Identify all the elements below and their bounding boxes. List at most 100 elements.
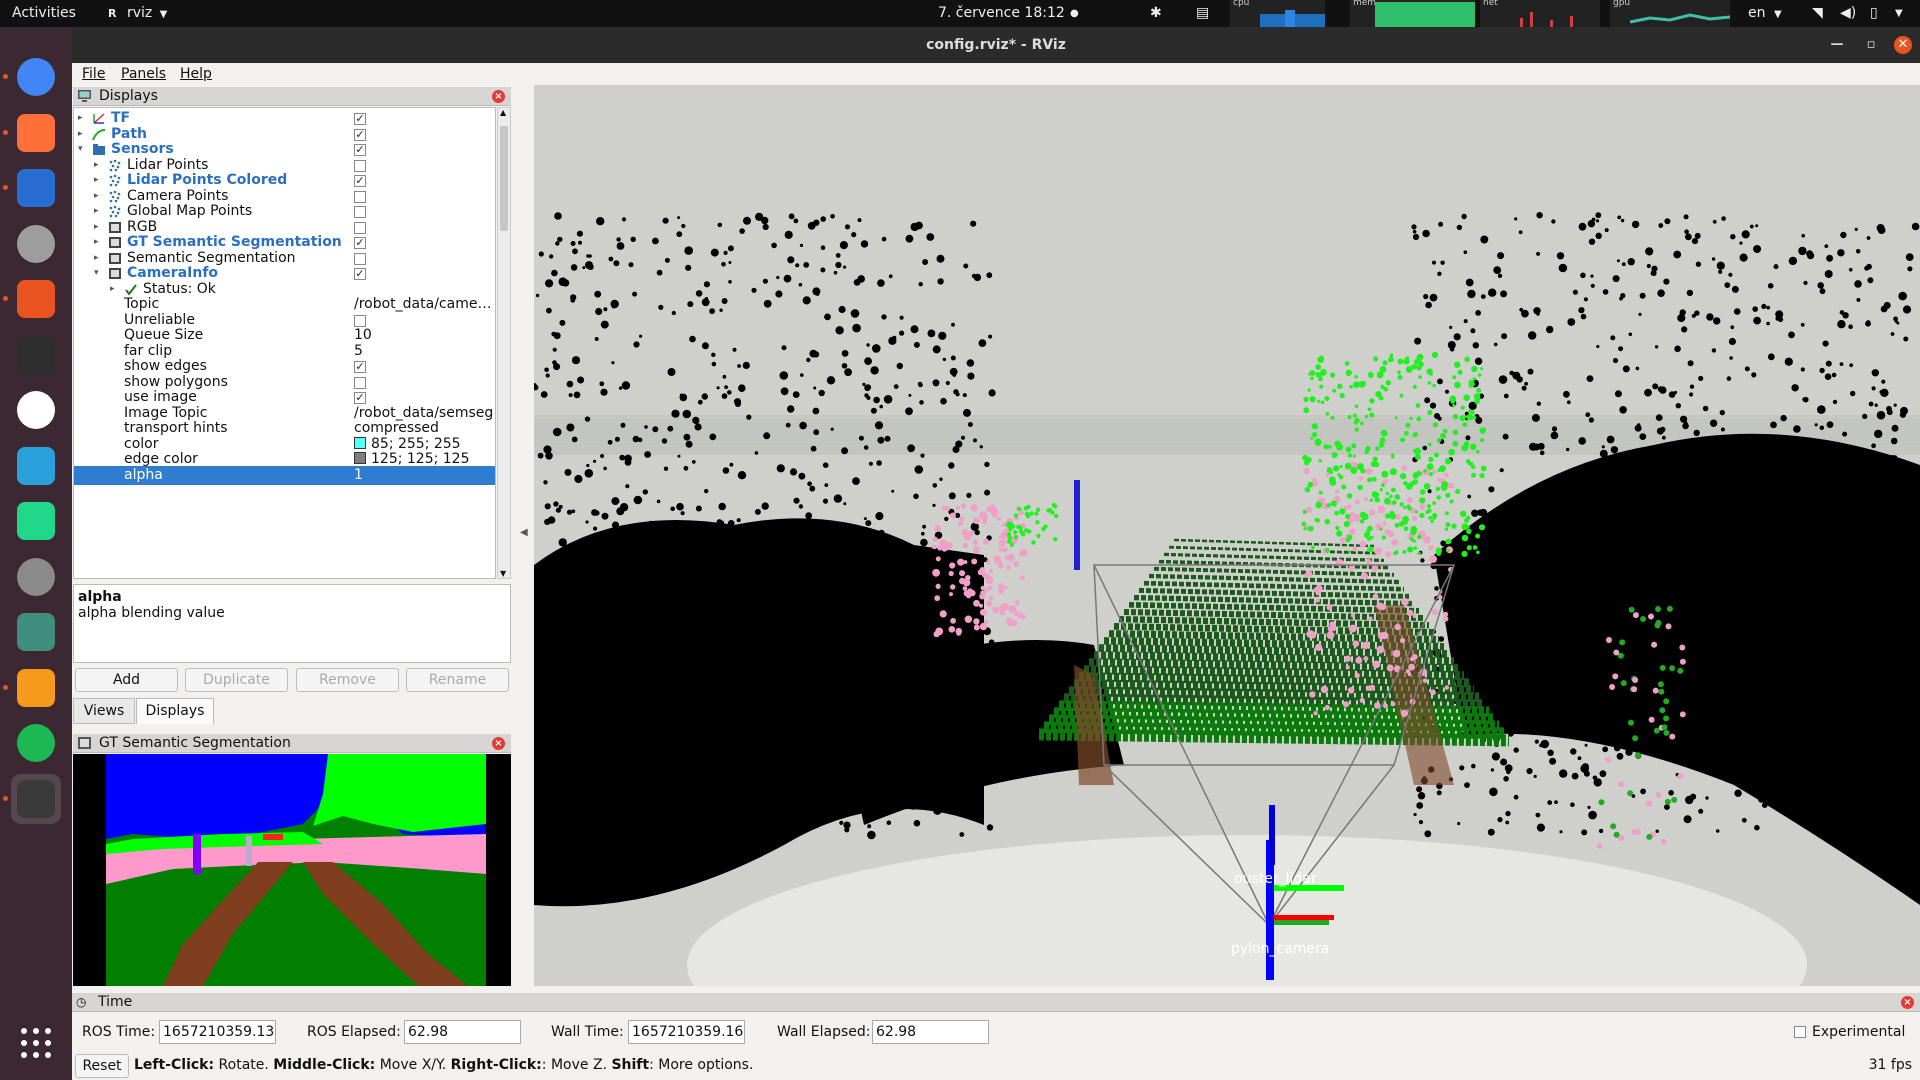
tree-row[interactable]: ▸ Lidar Points	[74, 156, 495, 175]
tree-row[interactable]: ▸ TF ✓	[74, 109, 495, 128]
close-icon[interactable]: ×	[1901, 996, 1914, 1009]
tree-row[interactable]: edge color 125; 125; 125	[74, 450, 495, 469]
tab-displays[interactable]: Displays	[136, 698, 214, 724]
firefox-icon[interactable]	[11, 108, 61, 158]
tree-row[interactable]: Topic/robot_data/came…	[74, 295, 495, 314]
tree-row[interactable]: ▸ Semantic Segmentation	[74, 249, 495, 268]
wifi-icon[interactable]: ◥	[1812, 5, 1823, 21]
battery-icon[interactable]: ▯	[1870, 5, 1878, 21]
chrome-icon[interactable]	[11, 52, 61, 102]
collapsed-arrow-icon[interactable]: ▸	[78, 113, 83, 123]
language-menu[interactable]: en ▼	[1748, 0, 1782, 27]
row-checkbox[interactable]	[354, 314, 366, 327]
slack-icon[interactable]	[11, 385, 61, 435]
scroll-up-icon[interactable]: ▲	[500, 108, 507, 117]
sublime-icon[interactable]	[11, 663, 61, 713]
remove-button[interactable]: Remove	[296, 668, 399, 692]
ros-time-field[interactable]: 1657210359.13	[159, 1020, 276, 1044]
expanded-arrow-icon[interactable]: ▾	[94, 268, 99, 278]
close-icon[interactable]: ×	[492, 90, 505, 103]
rviz-icon[interactable]	[11, 773, 61, 824]
displays-tree[interactable]: ▸ TF ✓ ▸ Path ✓ ▾ Sensors ✓ ▸ Lidar Points ▸ Lidar P…	[73, 107, 496, 579]
volume-icon[interactable]: ◀)	[1840, 5, 1857, 21]
menu-panels[interactable]: Panels	[121, 66, 166, 82]
settings-icon[interactable]	[11, 552, 61, 602]
tab-views[interactable]: Views	[73, 698, 135, 724]
gpu-graph[interactable]: gpu	[1610, 0, 1730, 27]
tree-row[interactable]: show edges ✓	[74, 357, 495, 376]
row-checkbox[interactable]: ✓	[354, 236, 366, 249]
row-checkbox[interactable]: ✓	[354, 143, 366, 156]
row-checkbox[interactable]: ✓	[354, 174, 366, 187]
thunderbird-icon[interactable]	[11, 163, 61, 213]
tree-row[interactable]: Unreliable	[74, 311, 495, 330]
tree-row[interactable]: alpha 1	[74, 465, 495, 485]
time-panel-title[interactable]: ◷ Time ×	[72, 993, 1920, 1012]
clock[interactable]: 7. července 18:12	[938, 5, 1065, 21]
seg-panel-title[interactable]: GT Semantic Segmentation ×	[73, 734, 511, 753]
3d-render-viewport[interactable]: ouster_lidar pylon_camera	[534, 85, 1920, 986]
tree-row[interactable]: ▸ Lidar Points Colored ✓	[74, 171, 495, 190]
scroll-down-icon[interactable]: ▼	[500, 569, 507, 578]
software-icon[interactable]	[11, 274, 61, 324]
splitter-handle-icon[interactable]: ◀	[520, 527, 528, 538]
tree-row-value[interactable]: /robot_data/came…	[354, 295, 494, 314]
row-checkbox[interactable]	[354, 206, 366, 218]
collapsed-arrow-icon[interactable]: ▸	[110, 283, 115, 294]
row-checkbox[interactable]: ✓	[354, 267, 366, 280]
tree-row-value[interactable]: /robot_data/semseg	[354, 404, 494, 423]
row-checkbox[interactable]	[354, 376, 366, 389]
tree-row-value[interactable]: 85; 255; 255	[354, 435, 494, 454]
tree-row[interactable]: Queue Size 10	[74, 326, 495, 345]
ros-elapsed-field[interactable]: 62.98	[404, 1020, 521, 1044]
tree-row[interactable]: use image ✓	[74, 388, 495, 407]
tree-row[interactable]: ▸ Path ✓	[74, 125, 495, 144]
displays-panel-title[interactable]: Displays ×	[73, 87, 511, 106]
row-checkbox[interactable]: ✓	[354, 112, 366, 125]
row-checkbox[interactable]	[354, 190, 366, 203]
add-button[interactable]: Add	[75, 668, 178, 692]
tree-row-value[interactable]: 125; 125; 125	[354, 450, 494, 469]
memory-graph[interactable]: mem	[1350, 0, 1475, 27]
scrollbar-thumb[interactable]	[500, 126, 508, 231]
slack-tray-icon[interactable]: ✱	[1150, 5, 1162, 21]
tree-row-value[interactable]: 10	[354, 326, 494, 345]
close-icon[interactable]: ✕	[1894, 36, 1912, 54]
tree-row[interactable]: ▾ Sensors ✓	[74, 140, 495, 159]
row-checkbox[interactable]: ✓	[354, 391, 366, 404]
menu-file[interactable]: File	[82, 66, 105, 82]
row-checkbox[interactable]	[354, 159, 366, 172]
files-icon[interactable]	[11, 219, 61, 269]
tree-row[interactable]: ▸ RGB	[74, 218, 495, 237]
collapsed-arrow-icon[interactable]: ▸	[94, 159, 99, 170]
collapsed-arrow-icon[interactable]: ▸	[94, 221, 99, 232]
tree-row[interactable]: Image Topic/robot_data/semseg	[74, 404, 495, 423]
maximize-icon[interactable]: ▫	[1866, 37, 1876, 52]
tree-row[interactable]: far clip 5	[74, 342, 495, 361]
expanded-arrow-icon[interactable]: ▾	[78, 144, 83, 154]
apps-grid-icon[interactable]	[18, 1025, 54, 1061]
collapsed-arrow-icon[interactable]: ▸	[94, 237, 99, 247]
tree-row-value[interactable]: 1	[354, 466, 494, 485]
row-checkbox[interactable]	[354, 221, 366, 234]
minimize-icon[interactable]: —	[1830, 37, 1844, 52]
wall-elapsed-field[interactable]: 62.98	[872, 1020, 989, 1044]
cpu-graph[interactable]: cpu	[1230, 0, 1325, 27]
collapsed-arrow-icon[interactable]: ▸	[94, 175, 99, 185]
pycharm-icon[interactable]	[11, 496, 61, 546]
wall-time-field[interactable]: 1657210359.16	[628, 1020, 745, 1044]
tree-row[interactable]: transport hints compressed	[74, 419, 495, 438]
close-icon[interactable]: ×	[492, 737, 505, 750]
system-monitor-tray-icon[interactable]: ▤	[1196, 5, 1210, 21]
window-titlebar[interactable]: config.rviz* - RViz — ▫ ✕	[72, 27, 1920, 63]
telegram-icon[interactable]	[11, 441, 61, 491]
atom-icon[interactable]	[11, 607, 61, 657]
row-checkbox[interactable]: ✓	[354, 127, 366, 141]
duplicate-button[interactable]: Duplicate	[185, 668, 288, 692]
tree-row[interactable]: color 85; 255; 255	[74, 435, 495, 454]
terminal-icon[interactable]	[11, 330, 61, 380]
tree-row[interactable]: ▸ Global Map Points	[74, 202, 495, 221]
reset-button[interactable]: Reset	[75, 1054, 129, 1078]
spotify-icon[interactable]	[11, 718, 61, 768]
collapsed-arrow-icon[interactable]: ▸	[94, 190, 99, 201]
